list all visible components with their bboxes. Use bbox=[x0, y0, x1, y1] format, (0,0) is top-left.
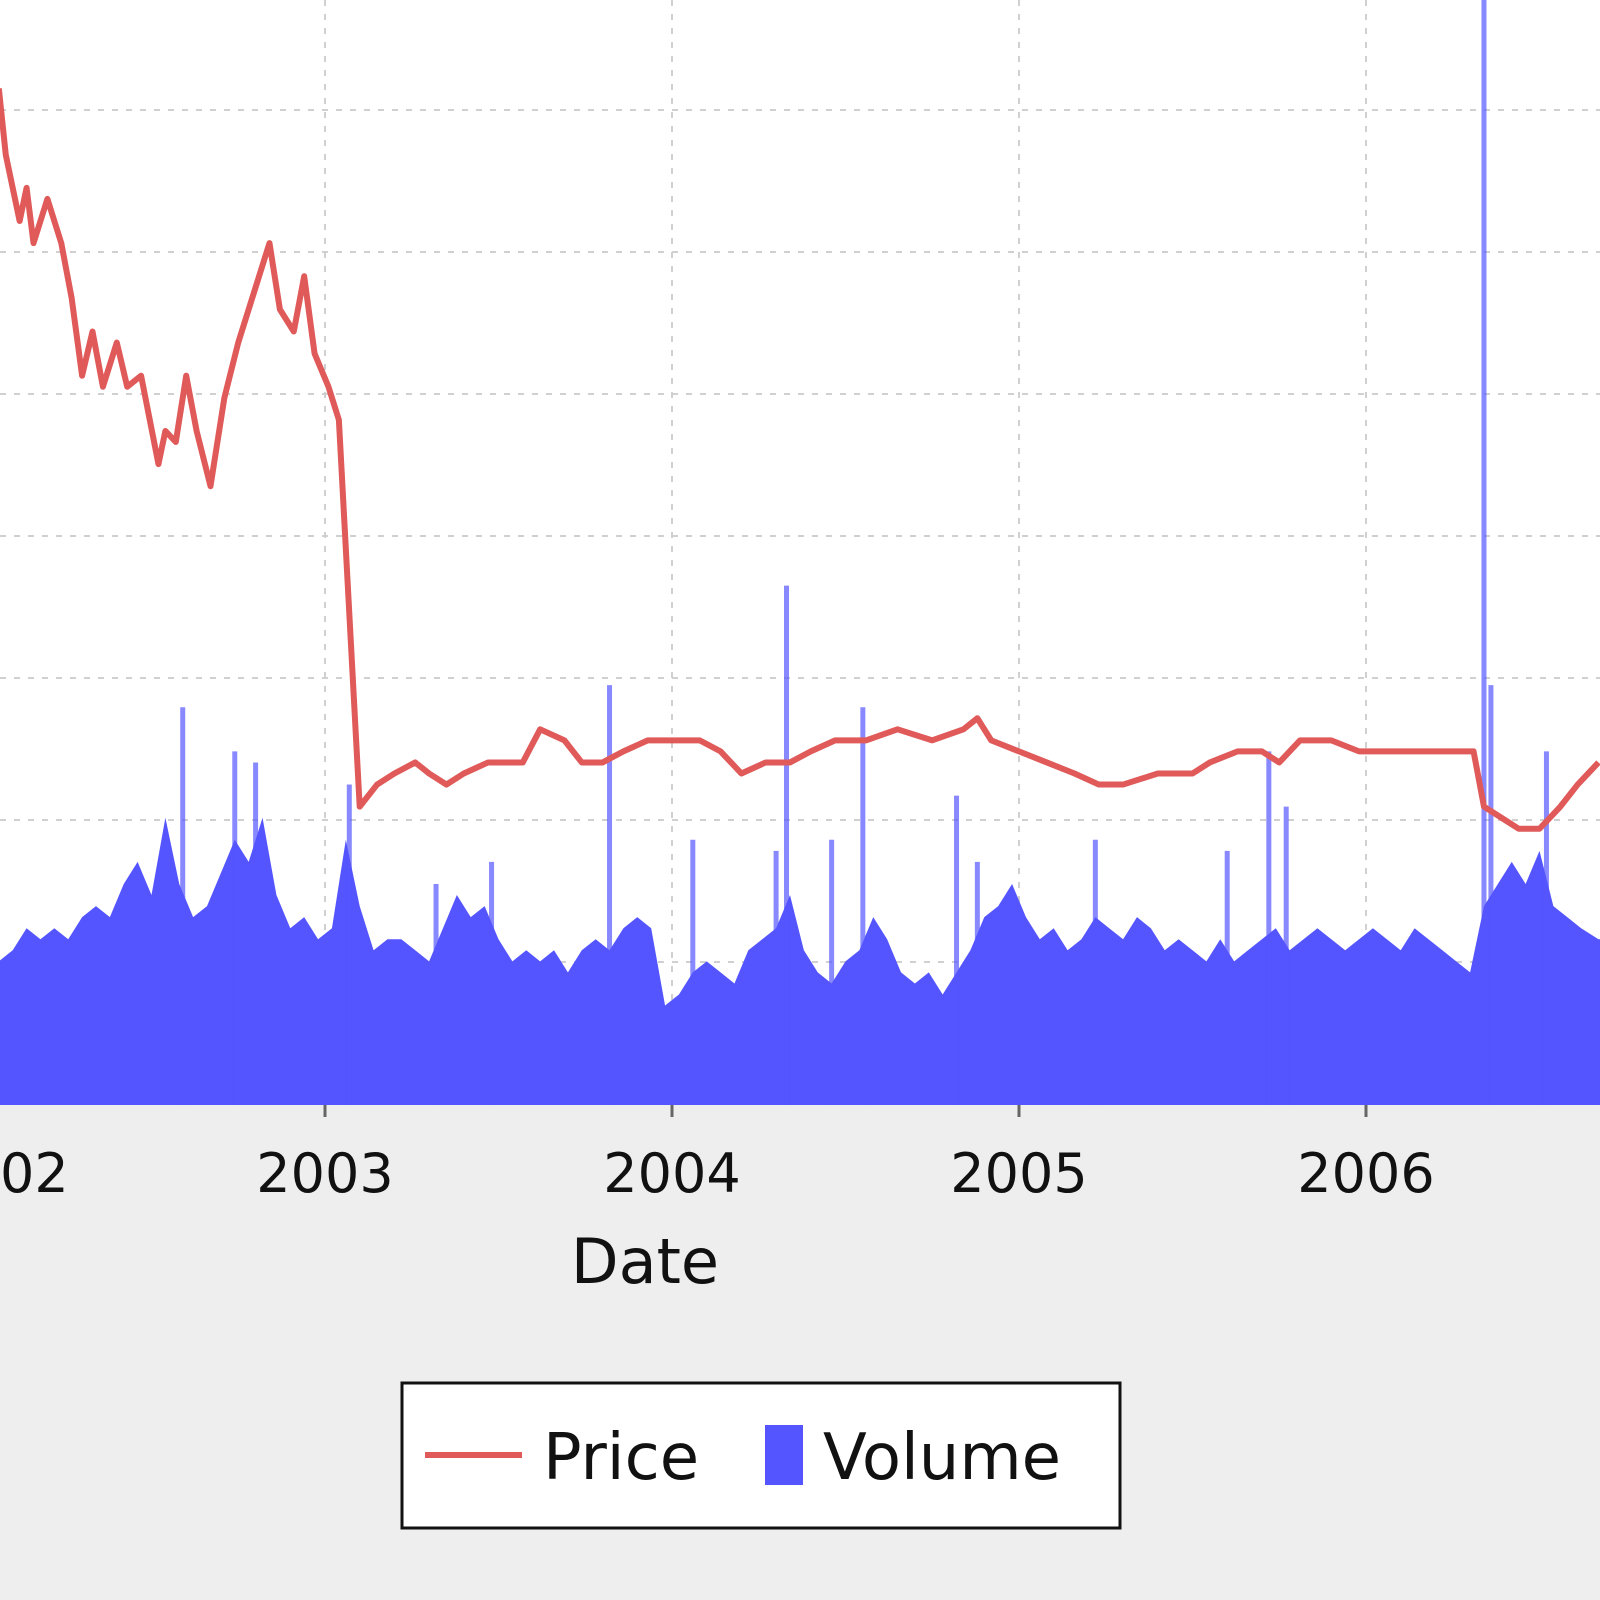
legend-price-label: Price bbox=[543, 1421, 699, 1495]
x-tick-label: 2006 bbox=[1297, 1142, 1434, 1205]
legend-volume-swatch bbox=[765, 1425, 803, 1485]
x-tick-label: 2005 bbox=[950, 1142, 1087, 1205]
price-line bbox=[0, 88, 1600, 832]
x-tick-label: 2003 bbox=[256, 1142, 393, 1205]
volume-area bbox=[0, 817, 1600, 1105]
x-axis-title: Date bbox=[571, 1225, 719, 1298]
x-tick-label: 02 bbox=[0, 1142, 69, 1205]
volume-series bbox=[0, 817, 1600, 1105]
volume-spikes bbox=[180, 0, 1549, 1105]
legend: Price Volume bbox=[400, 1381, 1122, 1530]
x-axis: 02 2003 2004 2005 2006 bbox=[0, 1105, 1435, 1205]
x-tick-label: 2004 bbox=[603, 1142, 740, 1205]
price-series bbox=[0, 88, 1600, 832]
legend-volume-label: Volume bbox=[823, 1421, 1061, 1495]
